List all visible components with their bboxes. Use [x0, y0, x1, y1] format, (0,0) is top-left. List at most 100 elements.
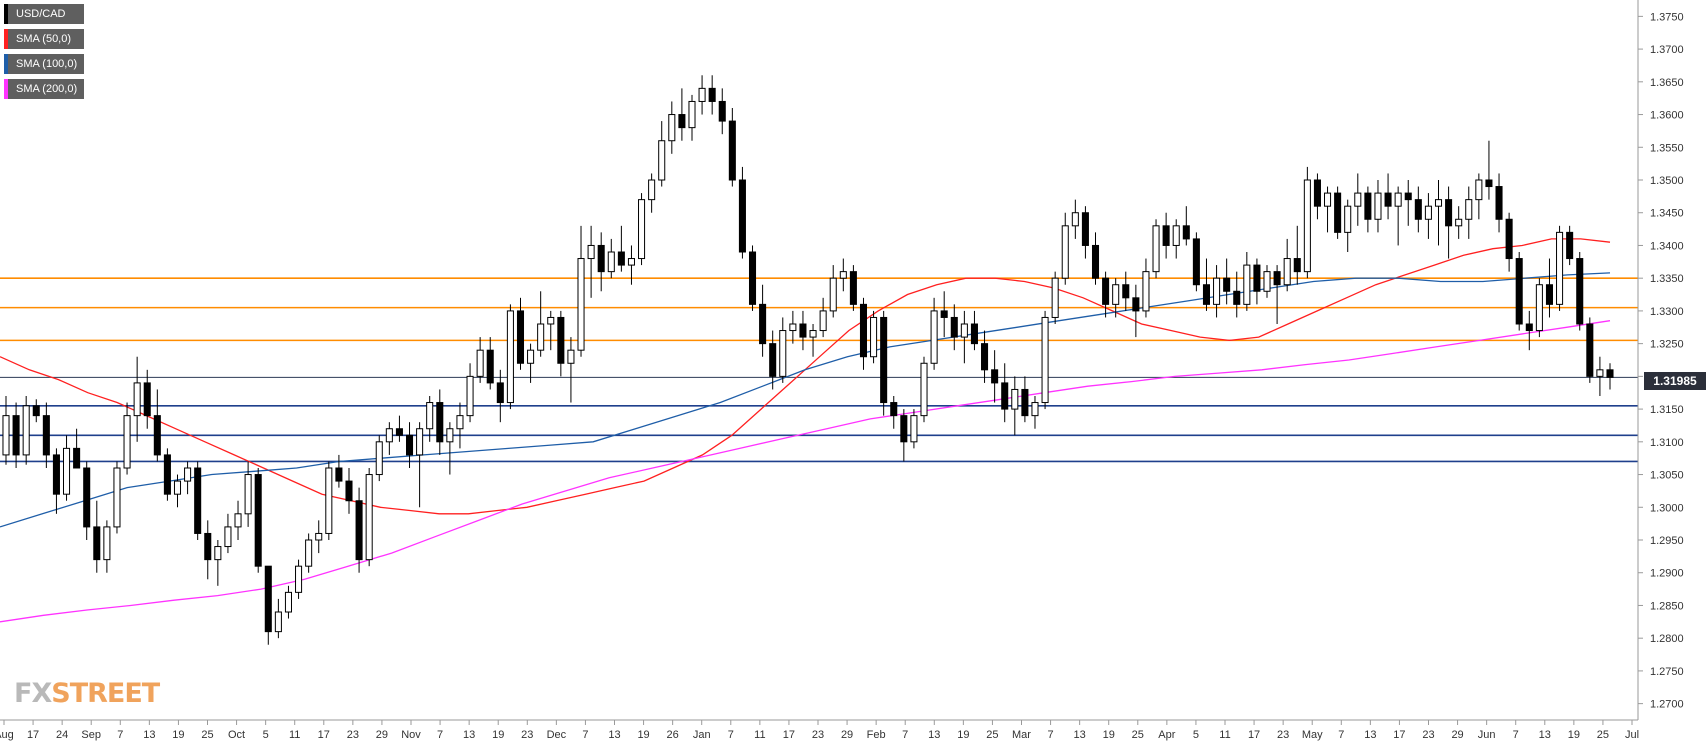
candle-down	[1515, 258, 1523, 325]
candle-up	[648, 179, 656, 201]
candle-down	[1223, 277, 1231, 292]
candle-up	[537, 323, 545, 351]
candle-down	[143, 382, 151, 417]
x-tick-label: 25	[201, 729, 213, 741]
candle-down	[12, 415, 20, 456]
x-tick-label: 25	[986, 729, 998, 741]
candle-down	[950, 316, 958, 338]
candle-down	[880, 316, 888, 404]
candle-up	[506, 310, 514, 404]
legend-item-sma200[interactable]: SMA (200,0)	[4, 79, 84, 99]
x-tick-label: 5	[1193, 729, 1199, 741]
candle-down	[1313, 179, 1321, 207]
candle-down	[1414, 199, 1422, 220]
candle-down	[73, 447, 81, 469]
candle-down	[1202, 284, 1211, 305]
candle-down	[799, 323, 807, 338]
y-tick-label: 1.2800	[1650, 633, 1684, 645]
candle-down	[748, 251, 757, 305]
candle-up	[698, 87, 706, 102]
y-tick-label: 1.2750	[1650, 666, 1684, 678]
candle-down	[1081, 212, 1089, 246]
legend-swatch	[4, 4, 8, 24]
candle-down	[981, 343, 989, 371]
x-tick-label: 17	[318, 729, 330, 741]
candle-up	[1394, 192, 1402, 207]
x-tick-label: 13	[928, 729, 940, 741]
candle-down	[678, 114, 686, 129]
x-tick-label: 19	[492, 729, 504, 741]
candle-up	[829, 277, 837, 312]
legend-item-sma100[interactable]: SMA (100,0)	[4, 54, 84, 74]
candle-up	[214, 546, 222, 561]
x-tick-label: 17	[27, 729, 39, 741]
x-tick-label: Nov	[401, 729, 421, 741]
y-tick-label: 1.2850	[1650, 600, 1684, 612]
candle-up	[426, 402, 434, 430]
candle-down	[1445, 199, 1453, 227]
candle-up	[1455, 218, 1463, 227]
candle-down	[1293, 258, 1301, 273]
y-tick-label: 1.3000	[1650, 502, 1684, 514]
x-tick-label: 19	[172, 729, 184, 741]
candle-up	[1434, 199, 1443, 207]
y-tick-label: 1.3250	[1650, 339, 1684, 351]
x-axis-ticks: Aug 17 24 Sep 7 13 19 25 Oct 5 11 17 23 29 Nov 7 13 19 23 D…	[0, 720, 1639, 741]
x-tick-label: Oct	[228, 729, 245, 741]
candle-down	[728, 120, 736, 181]
candle-up	[960, 323, 968, 338]
candle-up	[63, 447, 71, 495]
candle-down	[1273, 271, 1281, 286]
candle-up	[2, 415, 10, 456]
candle-up	[658, 140, 666, 181]
candle-down	[163, 454, 171, 495]
candle-up	[446, 428, 454, 443]
legend-swatch	[4, 79, 8, 99]
candle-down	[617, 251, 625, 266]
candle-up	[1243, 264, 1251, 305]
candle-down	[970, 323, 978, 345]
candle-down	[1253, 264, 1261, 292]
x-tick-label: 29	[841, 729, 853, 741]
candle-up	[375, 441, 383, 476]
candle-down	[83, 467, 91, 528]
candle-up	[1465, 199, 1473, 220]
candle-up	[385, 428, 393, 443]
y-axis-ticks: 1.2700 1.2750 1.2800 1.2850 1.2900 1.2950 1.30…	[1638, 11, 1684, 711]
candle-down	[516, 310, 525, 364]
candle-up	[1112, 284, 1120, 305]
candle-up	[295, 565, 303, 593]
x-tick-label: 7	[1338, 729, 1344, 741]
legend-label: USD/CAD	[16, 8, 66, 20]
candle-up	[234, 513, 242, 528]
y-tick-label: 1.3750	[1650, 11, 1684, 23]
legend-item-usdcad[interactable]: USD/CAD	[4, 4, 84, 24]
candle-up	[668, 114, 676, 142]
x-tick-label: 11	[1219, 729, 1230, 741]
x-tick-label: Jan	[693, 729, 711, 741]
x-tick-label: 7	[1048, 729, 1054, 741]
fxstreet-logo: FXSTREET	[14, 678, 160, 709]
logo-street: STREET	[51, 678, 160, 709]
candle-down	[42, 415, 50, 456]
candle-down	[355, 500, 363, 561]
x-tick-label: 29	[376, 729, 388, 741]
legend-item-sma50[interactable]: SMA (50,0)	[4, 29, 84, 49]
x-tick-label: 7	[902, 729, 908, 741]
candle-down	[1404, 192, 1412, 201]
x-tick-label: Feb	[867, 729, 886, 741]
x-tick-label: 19	[1103, 729, 1115, 741]
candle-up	[1283, 258, 1291, 286]
y-tick-label: 1.3700	[1650, 44, 1684, 56]
y-tick-label: 1.3100	[1650, 437, 1684, 449]
candle-down	[1485, 179, 1493, 188]
candle-down	[1606, 369, 1614, 378]
candle-up	[819, 310, 827, 332]
logo-fx: FX	[14, 678, 52, 709]
candle-down	[900, 415, 908, 443]
x-tick-label: Aug	[0, 729, 14, 741]
candle-down	[1495, 186, 1503, 220]
candle-down	[759, 303, 767, 345]
candle-up	[22, 405, 30, 456]
